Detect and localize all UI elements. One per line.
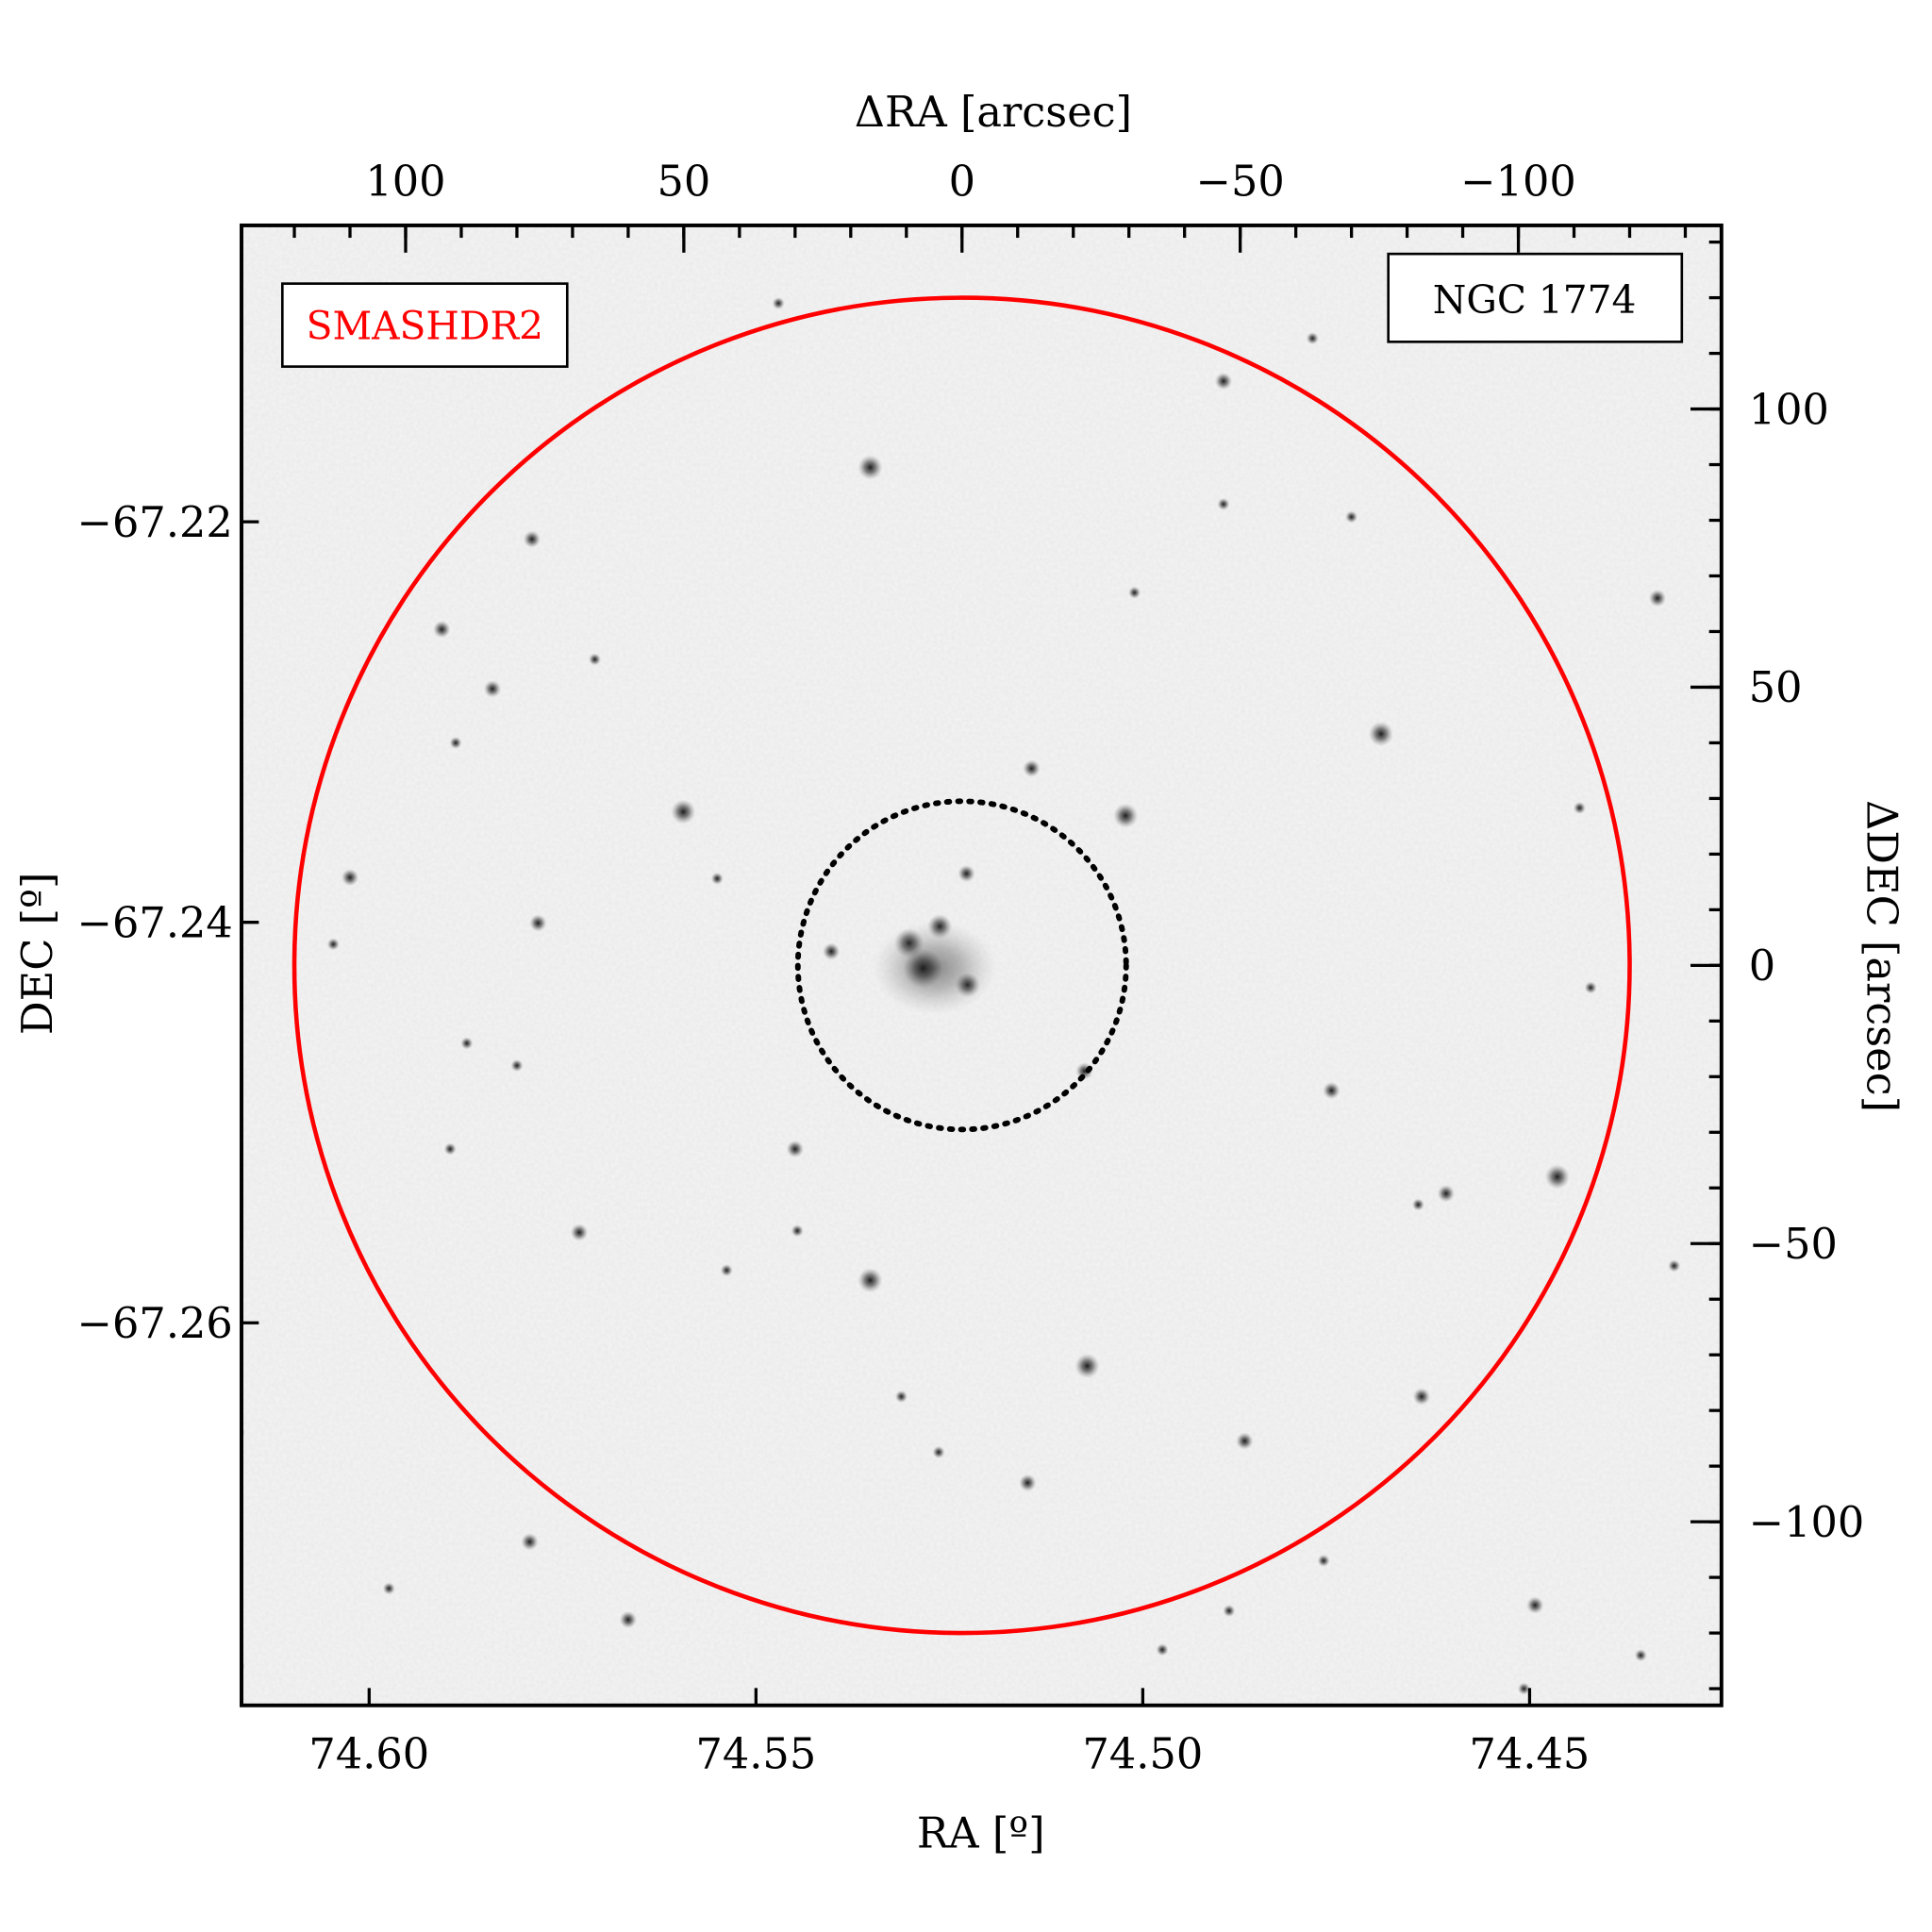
cluster-halo [873, 921, 997, 1015]
star [958, 864, 975, 883]
y2-tick-label: 50 [1749, 663, 1803, 712]
y-tick-label: −67.26 [77, 1299, 233, 1348]
x-tick-label: 74.60 [308, 1730, 429, 1779]
x-tick-label: 74.45 [1470, 1730, 1591, 1779]
star [1648, 589, 1667, 608]
x2-tick-label: 0 [949, 157, 975, 206]
star [433, 620, 451, 639]
x-tick-label: 74.55 [695, 1730, 816, 1779]
star [1634, 1649, 1647, 1662]
star [1223, 1604, 1236, 1618]
stars-layer [242, 296, 1681, 1695]
star [772, 296, 785, 310]
star [1368, 721, 1394, 747]
y2-axis-title: ΔDEC [arcsec] [1857, 800, 1907, 1112]
star [1074, 1353, 1100, 1379]
star [619, 1610, 638, 1629]
star [1236, 1432, 1254, 1450]
star [822, 942, 841, 960]
star [1584, 981, 1597, 994]
star [382, 1582, 395, 1595]
star [510, 1058, 524, 1073]
x2-tick-label: 50 [657, 157, 710, 206]
y2-tick-label: 0 [1749, 941, 1775, 991]
star [720, 1263, 733, 1277]
star [326, 938, 340, 951]
star [1544, 1164, 1570, 1190]
star [570, 1224, 589, 1241]
star [786, 1140, 805, 1158]
star [932, 1445, 945, 1458]
star [529, 914, 547, 932]
star [710, 872, 724, 885]
y2-tick-label: −50 [1749, 1220, 1838, 1269]
x2-tick-label: −100 [1460, 157, 1576, 206]
axis-ticks [242, 225, 1722, 1706]
star [1113, 803, 1139, 828]
star [858, 1268, 883, 1293]
plot-frame [240, 223, 1724, 1707]
star [1323, 1081, 1341, 1100]
star [449, 736, 462, 749]
star [1345, 510, 1358, 524]
survey-label-box: SMASHDR2 [281, 282, 569, 368]
star [1668, 1259, 1681, 1273]
x-axis-title: RA [º] [917, 1809, 1045, 1858]
star [1412, 1388, 1431, 1406]
star [1214, 372, 1233, 391]
star [1156, 1643, 1169, 1657]
y-tick-label: −67.22 [77, 498, 233, 547]
star [1573, 801, 1586, 814]
y-axis-title: DEC [º] [13, 873, 62, 1036]
star [858, 455, 883, 480]
field-radius-circle [291, 295, 1632, 1636]
star [1437, 1184, 1456, 1203]
star [1019, 1474, 1037, 1492]
star [1526, 1596, 1544, 1614]
star [1023, 759, 1041, 777]
star [1217, 497, 1230, 510]
star [521, 1533, 539, 1551]
x2-tick-label: −50 [1196, 157, 1285, 206]
star [791, 1224, 804, 1238]
x-tick-label: 74.50 [1083, 1730, 1204, 1779]
tick-labels: 100 50 0 −50 −100 100 50 0 −50 −100 74.60 74.55 74.5… [77, 157, 1865, 1778]
star [1411, 1198, 1424, 1211]
star [460, 1037, 474, 1050]
survey-label: SMASHDR2 [307, 304, 543, 349]
star [1517, 1682, 1531, 1695]
star [1128, 586, 1141, 599]
star [443, 1142, 457, 1156]
star [588, 653, 602, 666]
cluster-radius-circle [794, 798, 1129, 1133]
star [1317, 1554, 1330, 1567]
x2-axis-title: ΔRA [arcsec] [855, 88, 1132, 137]
object-label-box: NGC 1774 [1387, 252, 1684, 343]
y2-tick-label: −100 [1749, 1498, 1865, 1547]
y2-tick-label: 100 [1749, 385, 1829, 434]
object-label: NGC 1774 [1433, 277, 1637, 323]
star [483, 680, 502, 698]
y-tick-label: −67.24 [77, 898, 233, 947]
star [894, 1390, 908, 1403]
star [523, 530, 541, 548]
star [341, 868, 359, 887]
x2-tick-label: 100 [365, 157, 445, 206]
star [1306, 332, 1319, 345]
star [671, 799, 696, 824]
